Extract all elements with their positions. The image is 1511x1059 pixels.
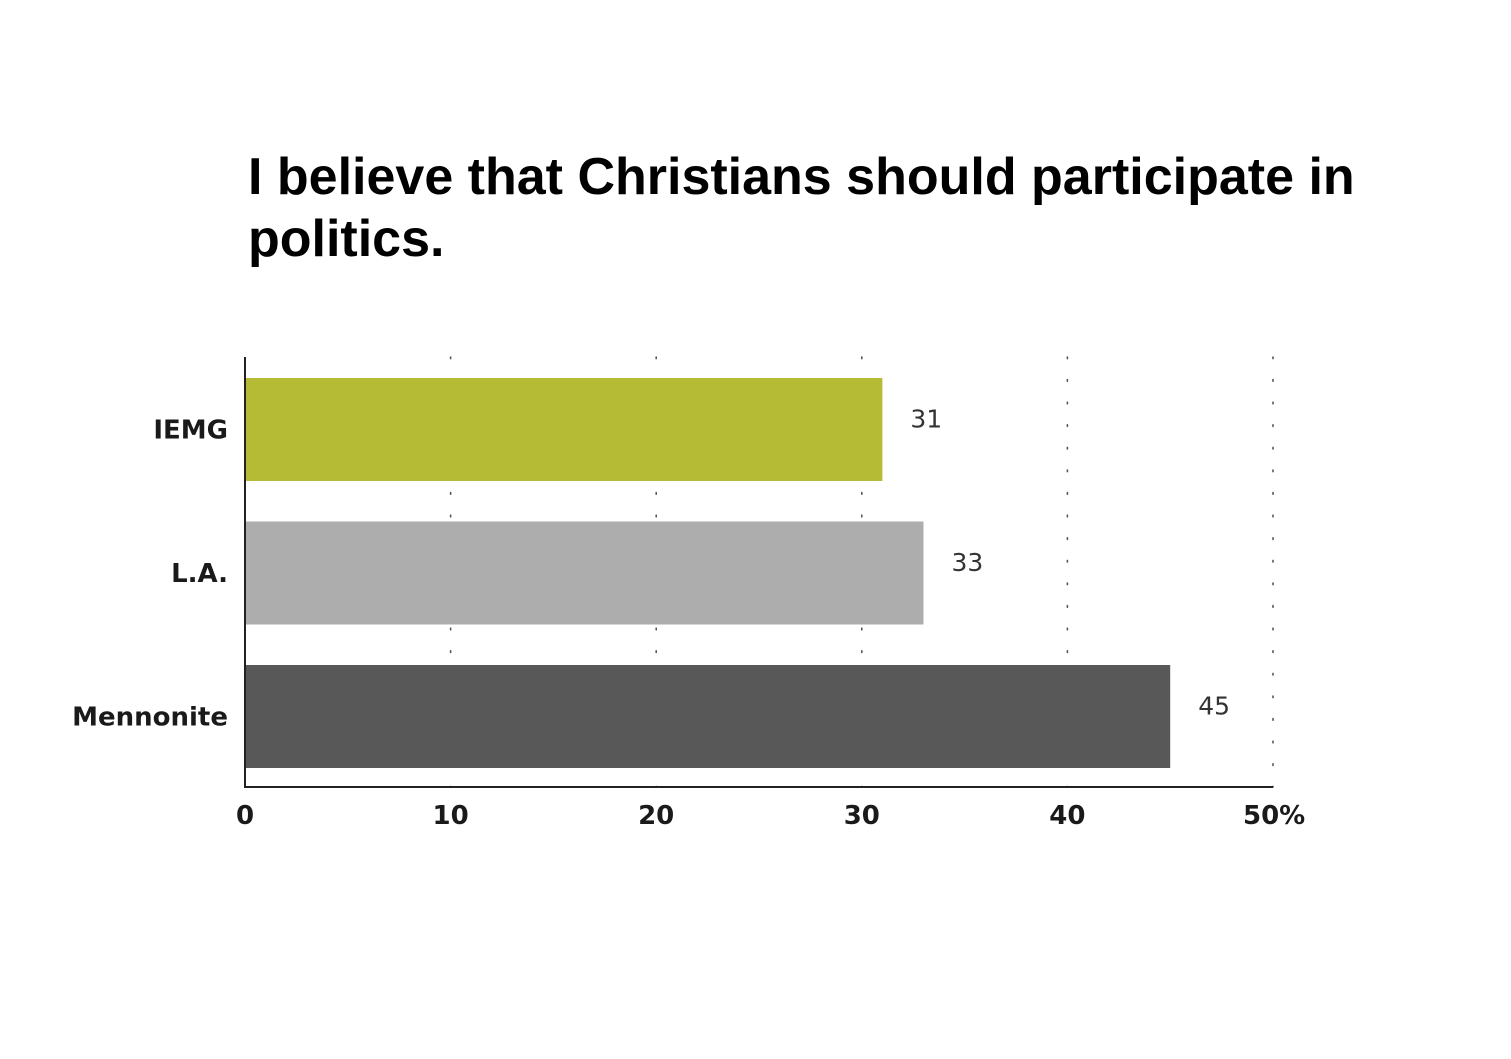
value-label-0: 31 bbox=[910, 405, 942, 434]
x-tick-label-20: 20 bbox=[638, 801, 674, 831]
labels: IEMG 31 L.A. 33 Mennonite 45 0 10 20 30 40 50% bbox=[72, 405, 1305, 832]
chart-title: I believe that Christians should partici… bbox=[248, 148, 1355, 268]
x-tick-label-40: 40 bbox=[1049, 801, 1085, 831]
bars bbox=[245, 378, 1171, 768]
x-tick-label-30: 30 bbox=[844, 801, 880, 831]
x-tick-label-50: 50% bbox=[1243, 801, 1305, 831]
bar-2 bbox=[245, 665, 1171, 768]
axes bbox=[244, 357, 1273, 788]
category-label-0: IEMG bbox=[153, 416, 228, 446]
category-label-2: Mennonite bbox=[72, 703, 228, 733]
bar-1 bbox=[245, 521, 924, 625]
bar-0 bbox=[245, 378, 883, 481]
value-label-1: 33 bbox=[951, 548, 983, 577]
x-tick-label-10: 10 bbox=[433, 801, 469, 831]
x-tick-label-0: 0 bbox=[236, 801, 254, 831]
category-label-1: L.A. bbox=[171, 559, 228, 589]
value-label-2: 45 bbox=[1198, 692, 1230, 721]
